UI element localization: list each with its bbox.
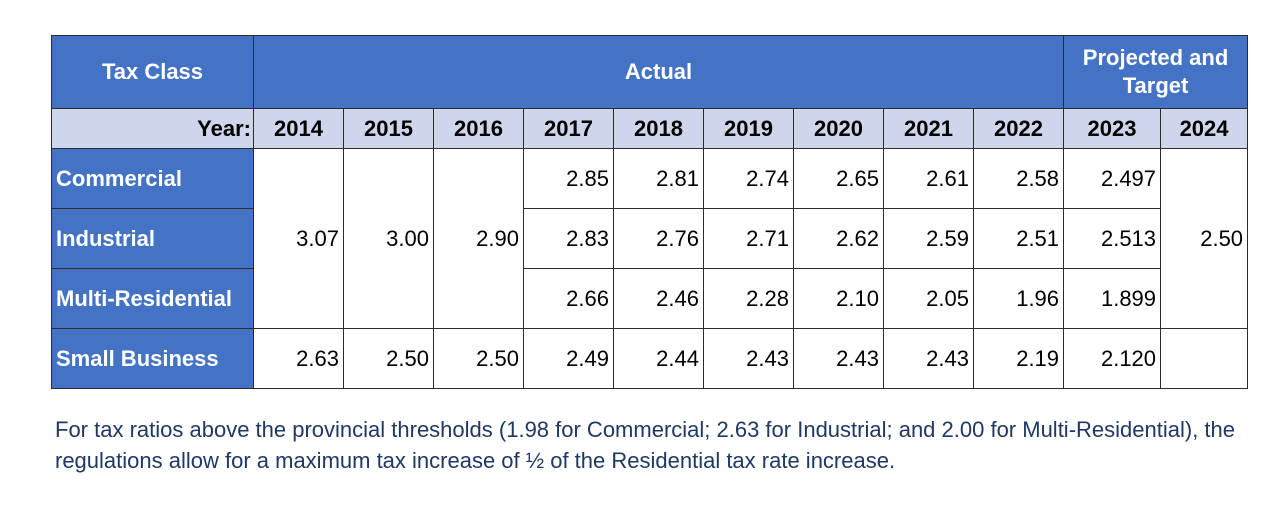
value-cell: 2.58: [972, 148, 1065, 209]
table-row-small-business: Small Business 2.63 2.50 2.50 2.49 2.44 …: [51, 328, 1249, 389]
value-cell: 2.74: [703, 148, 794, 209]
merged-value-2016: 2.90: [433, 148, 524, 329]
year-cell: 2024: [1160, 108, 1249, 149]
empty-cell: [1160, 328, 1249, 389]
projected-target-header: Projected and Target: [1063, 35, 1249, 109]
value-cell: 1.899: [1063, 268, 1162, 329]
row-label-multi-residential: Multi-Residential: [51, 268, 254, 329]
value-cell: 2.76: [613, 208, 704, 269]
year-cell: 2020: [793, 108, 884, 149]
merged-value-2014: 3.07: [253, 148, 344, 329]
value-cell: 2.497: [1063, 148, 1162, 209]
year-cell: 2015: [343, 108, 434, 149]
year-cell: 2023: [1063, 108, 1162, 149]
value-cell: 2.50: [343, 328, 434, 389]
value-cell: 2.19: [972, 328, 1065, 389]
year-label: Year:: [51, 108, 254, 149]
year-cell: 2017: [523, 108, 614, 149]
value-cell: 2.66: [523, 268, 614, 329]
row-label-industrial: Industrial: [51, 208, 254, 269]
value-cell: 2.65: [793, 148, 884, 209]
merged-target-2024: 2.50: [1160, 148, 1249, 329]
value-cell: 2.43: [793, 328, 884, 389]
year-cell: 2018: [613, 108, 704, 149]
merged-value-2015: 3.00: [343, 148, 434, 329]
tax-ratio-table: Tax Class Actual Projected and Target Ye…: [51, 35, 1249, 389]
value-cell: 2.43: [883, 328, 974, 389]
value-cell: 2.05: [883, 268, 974, 329]
year-cell: 2016: [433, 108, 524, 149]
year-cell: 2019: [703, 108, 794, 149]
year-cell: 2021: [883, 108, 974, 149]
value-cell: 2.44: [613, 328, 704, 389]
footnote-text: For tax ratios above the provincial thre…: [55, 417, 1235, 473]
year-row: Year: 2014 2015 2016 2017 2018 2019 2020…: [51, 108, 1249, 149]
value-cell: 2.46: [613, 268, 704, 329]
row-label-small-business: Small Business: [51, 328, 254, 389]
row-label-commercial: Commercial: [51, 148, 254, 209]
year-cell: 2014: [253, 108, 344, 149]
value-cell: 2.50: [433, 328, 524, 389]
value-cell: 2.71: [703, 208, 794, 269]
actual-header: Actual: [252, 35, 1065, 109]
group-header-row: Tax Class Actual Projected and Target: [51, 35, 1249, 109]
value-cell: 2.59: [883, 208, 974, 269]
value-cell: 2.61: [883, 148, 974, 209]
value-cell: 2.49: [523, 328, 614, 389]
value-cell: 2.62: [793, 208, 884, 269]
table-row-commercial: Commercial 3.07 3.00 2.90 2.85 2.81 2.74…: [51, 148, 1249, 329]
year-cell: 2022: [972, 108, 1065, 149]
table-row-multi-residential: Multi-Residential 2.66 2.46 2.28 2.10 2.…: [51, 268, 1248, 329]
tax-class-header: Tax Class: [51, 35, 254, 109]
value-cell: 2.43: [703, 328, 794, 389]
value-cell: 2.28: [703, 268, 794, 329]
table-row-industrial: Industrial 2.83 2.76 2.71 2.62 2.59 2.51…: [51, 208, 1248, 269]
value-cell: 2.63: [253, 328, 344, 389]
value-cell: 2.51: [972, 208, 1065, 269]
value-cell: 2.120: [1063, 328, 1162, 389]
value-cell: 2.10: [793, 268, 884, 329]
value-cell: 2.513: [1063, 208, 1162, 269]
value-cell: 2.83: [523, 208, 614, 269]
value-cell: 2.85: [523, 148, 614, 209]
value-cell: 1.96: [972, 268, 1065, 329]
value-cell: 2.81: [613, 148, 704, 209]
